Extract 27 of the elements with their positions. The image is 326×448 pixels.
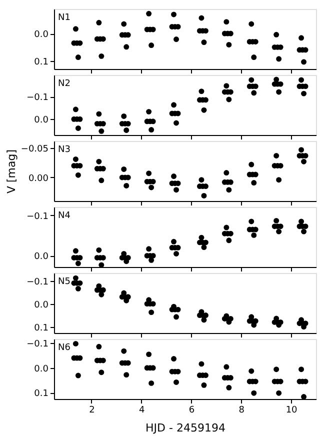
x-tick-label: 4 bbox=[138, 406, 145, 416]
y-tick-label: −0.05 bbox=[20, 144, 48, 155]
y-tick-label: −0.1 bbox=[26, 340, 48, 350]
y-tick-label: 0.0 bbox=[34, 252, 49, 262]
annotation: N3 bbox=[58, 145, 70, 155]
y-tick-label: 0.0 bbox=[34, 364, 49, 374]
annotation: N1 bbox=[58, 13, 70, 23]
x-tick-label: 2 bbox=[89, 406, 95, 416]
y-axis-title: V [mag] bbox=[4, 149, 18, 194]
y-tick-label: −0.1 bbox=[26, 93, 48, 104]
annotation: N5 bbox=[58, 277, 70, 287]
annotation: N4 bbox=[58, 211, 71, 221]
x-tick-label: 6 bbox=[188, 406, 195, 416]
x-axis-title: HJD - 2459194 bbox=[146, 422, 226, 434]
y-tick-label: 0.1 bbox=[34, 323, 48, 334]
y-tick-label: 0.1 bbox=[34, 389, 48, 400]
y-tick-label: −0.1 bbox=[26, 212, 48, 222]
annotation: N6 bbox=[58, 343, 71, 353]
x-tick-label: 10 bbox=[286, 406, 298, 416]
y-tick-label: 0.1 bbox=[34, 57, 48, 68]
y-tick-label: −0.1 bbox=[26, 277, 48, 288]
annotation: N2 bbox=[58, 79, 70, 89]
x-tick-label: 8 bbox=[238, 406, 245, 416]
y-tick-label: 0.0 bbox=[34, 30, 49, 40]
y-tick-label: 0.0 bbox=[34, 300, 49, 310]
y-tick-label: 0.0 bbox=[34, 116, 49, 126]
y-tick-label: 0.00 bbox=[28, 174, 49, 184]
